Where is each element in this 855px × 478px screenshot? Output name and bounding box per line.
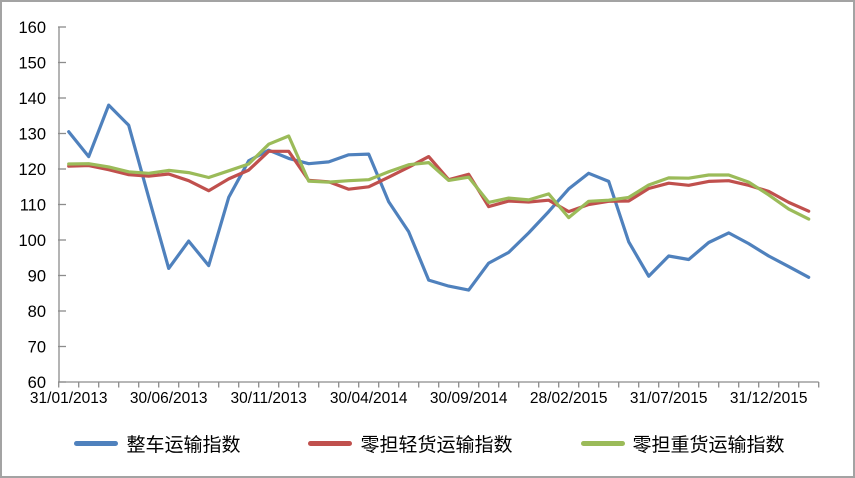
y-tick-label-140: 140 [18, 90, 46, 108]
legend-swatch-red-line [308, 441, 353, 446]
x-tick-label-30-04-2014: 30/04/2014 [330, 390, 408, 407]
legend-label: 零担重货运输指数 [632, 435, 785, 456]
legend-label: 整车运输指数 [126, 435, 241, 456]
legend-item-ltl-heavy-goods-index: 零担重货运输指数 [580, 430, 785, 457]
x-tick-label-31-12-2015: 31/12/2015 [730, 390, 808, 407]
y-tick-label-150: 150 [18, 54, 46, 72]
legend-item-full-truckload-index: 整车运输指数 [74, 430, 240, 457]
legend-swatch-green-line [580, 441, 625, 446]
y-tick-label-90: 90 [28, 267, 46, 285]
y-tick-label-110: 110 [20, 196, 46, 214]
x-tick-label-31-07-2015: 31/07/2015 [630, 390, 708, 407]
y-tick-label-130: 130 [18, 125, 46, 143]
y-tick-label-80: 80 [28, 303, 46, 321]
y-tick-label-120: 120 [18, 161, 46, 179]
series-line-0 [67, 103, 811, 292]
y-tick-label-100: 100 [18, 232, 46, 250]
y-tick-label-160: 160 [18, 19, 46, 37]
line-chart-plot: 60 70 80 90 100 110 120 130 140 150 160 31/01/2013 3… [18, 19, 820, 407]
chart-legend: 整车运输指数 零担轻货运输指数 零担重货运输指数 [2, 430, 853, 457]
x-tick-label-31-01-2013: 31/01/2013 [30, 390, 108, 407]
y-tick-label-70: 70 [28, 338, 46, 356]
x-tick-label-30-09-2014: 30/09/2014 [430, 390, 508, 407]
x-tick-label-30-06-2013: 30/06/2013 [130, 390, 208, 407]
y-tick-label-60: 60 [28, 374, 46, 392]
legend-swatch-blue-line [74, 441, 119, 446]
legend-label: 零担轻货运输指数 [360, 435, 513, 456]
x-tick-label-30-11-2013: 30/11/2013 [230, 390, 306, 407]
x-tick-label-28-02-2015: 28/02/2015 [530, 390, 608, 407]
series-line-1 [67, 149, 811, 214]
series-line-2 [67, 134, 811, 221]
legend-item-ltl-light-goods-index: 零担轻货运输指数 [308, 430, 513, 457]
